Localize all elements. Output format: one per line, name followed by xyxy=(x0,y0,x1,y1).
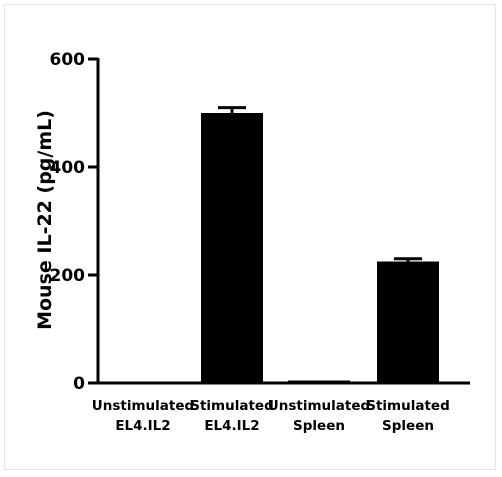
bars xyxy=(112,113,439,384)
x-tick-label-line: EL4.IL2 xyxy=(204,418,259,434)
bar xyxy=(377,261,439,383)
x-tick-label-line: Stimulated xyxy=(190,398,274,414)
x-tick-label-line: Unstimulated xyxy=(92,398,194,414)
x-tick-label: Stimulated EL4.IL2 xyxy=(190,398,274,434)
x-tick-label-line: Unstimulated xyxy=(268,398,370,414)
x-tick-label: Unstimulated EL4.IL2 xyxy=(92,398,194,434)
y-tick-label: 600 xyxy=(50,50,86,70)
x-tick-label-line: EL4.IL2 xyxy=(115,418,170,434)
y-ticks: 0 200 400 600 xyxy=(50,50,98,394)
x-tick-label: Unstimulated Spleen xyxy=(268,398,370,434)
bar xyxy=(201,113,263,383)
x-tick-label-line: Spleen xyxy=(382,418,434,434)
x-tick-label: Stimulated Spleen xyxy=(366,398,450,434)
y-axis-title: Mouse IL-22 (pg/mL) xyxy=(34,110,56,330)
y-tick-label: 200 xyxy=(50,266,86,286)
error-bars xyxy=(218,106,422,262)
y-tick-label: 400 xyxy=(50,158,86,178)
y-tick-label: 0 xyxy=(73,374,85,394)
x-tick-label-line: Stimulated xyxy=(366,398,450,414)
x-tick-label-line: Spleen xyxy=(293,418,345,434)
